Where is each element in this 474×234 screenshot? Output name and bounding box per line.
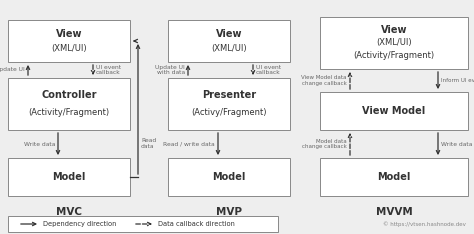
Text: Data callback direction: Data callback direction — [158, 221, 235, 227]
Text: Model: Model — [377, 172, 410, 182]
Text: Read / write data: Read / write data — [164, 142, 215, 146]
FancyBboxPatch shape — [8, 20, 130, 62]
Text: Update UI: Update UI — [0, 67, 25, 73]
Text: MVP: MVP — [216, 207, 242, 217]
FancyBboxPatch shape — [320, 17, 468, 69]
Text: Inform UI event: Inform UI event — [441, 78, 474, 83]
FancyBboxPatch shape — [320, 158, 468, 196]
Text: View Model data
change callback: View Model data change callback — [301, 75, 347, 86]
Text: Presenter: Presenter — [202, 90, 256, 100]
Text: (XML/UI): (XML/UI) — [211, 44, 247, 52]
Text: Controller: Controller — [41, 90, 97, 100]
Text: Update UI
with data: Update UI with data — [155, 65, 185, 75]
Text: View: View — [216, 29, 242, 39]
Text: Write data: Write data — [24, 142, 55, 146]
Text: UI event
callback: UI event callback — [256, 65, 281, 75]
Text: Write data: Write data — [441, 142, 473, 146]
Text: Model: Model — [52, 172, 86, 182]
Text: UI event
callback: UI event callback — [96, 65, 121, 75]
FancyBboxPatch shape — [8, 216, 278, 232]
Text: Model: Model — [212, 172, 246, 182]
Text: Dependency direction: Dependency direction — [43, 221, 117, 227]
Text: (Activity/Fragment): (Activity/Fragment) — [28, 108, 109, 117]
Text: MVVM: MVVM — [375, 207, 412, 217]
Text: © https://vtsen.hashnode.dev: © https://vtsen.hashnode.dev — [383, 221, 466, 227]
Text: MVC: MVC — [56, 207, 82, 217]
Text: (Activity/Fragment): (Activity/Fragment) — [354, 51, 435, 61]
Text: (XML/UI): (XML/UI) — [376, 39, 412, 48]
FancyBboxPatch shape — [320, 92, 468, 130]
FancyBboxPatch shape — [168, 78, 290, 130]
FancyBboxPatch shape — [8, 158, 130, 196]
FancyBboxPatch shape — [168, 20, 290, 62]
Text: (XML/UI): (XML/UI) — [51, 44, 87, 52]
Text: Model data
change callback: Model data change callback — [302, 139, 347, 149]
Text: (Activy/Fragment): (Activy/Fragment) — [191, 108, 267, 117]
Text: View: View — [381, 25, 407, 35]
FancyBboxPatch shape — [8, 78, 130, 130]
FancyBboxPatch shape — [168, 158, 290, 196]
Text: Read
data: Read data — [141, 138, 156, 149]
Text: View Model: View Model — [363, 106, 426, 116]
Text: View: View — [56, 29, 82, 39]
